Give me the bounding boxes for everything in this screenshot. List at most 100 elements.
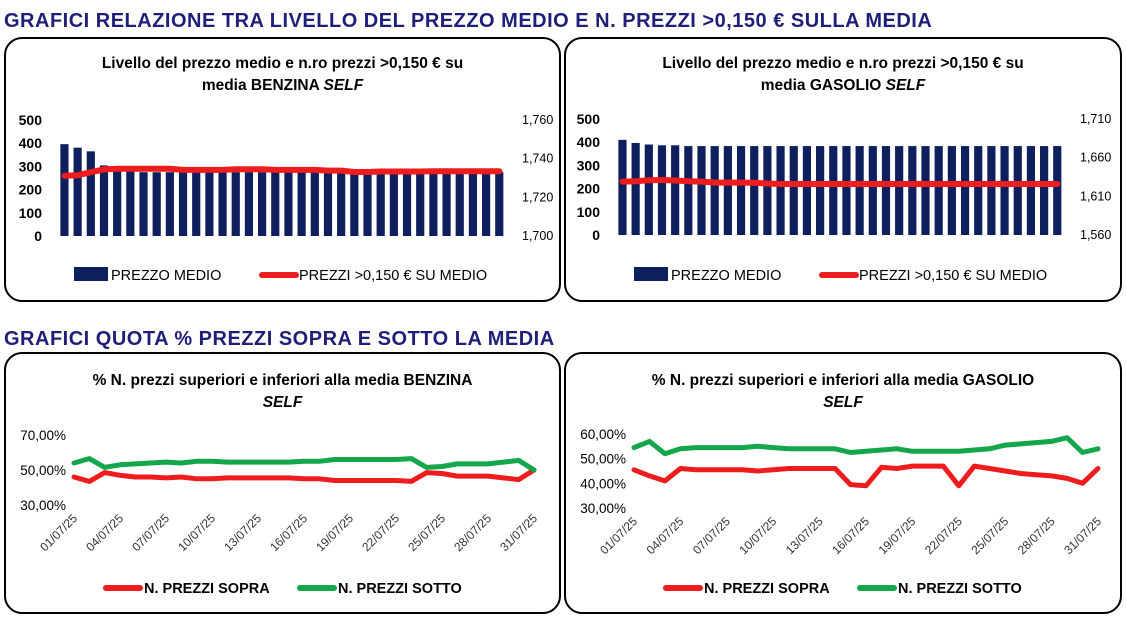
bar <box>99 165 109 236</box>
x-tick-label: 16/07/25 <box>829 514 872 557</box>
bar <box>789 146 798 235</box>
bar <box>284 172 293 236</box>
bar <box>495 172 504 236</box>
x-tick-label: 16/07/25 <box>267 511 310 554</box>
y-tick-label: 300 <box>19 158 43 174</box>
x-tick-label: 13/07/25 <box>221 511 264 554</box>
bar <box>842 146 851 235</box>
series-line-sopra <box>71 467 537 484</box>
y-tick-label: 200 <box>577 181 601 197</box>
bar <box>895 146 904 235</box>
bar <box>1013 146 1022 235</box>
bar <box>165 172 174 236</box>
legend-label-sopra: N. PREZZI SOPRA <box>144 581 270 597</box>
bar <box>881 146 891 235</box>
bar <box>297 172 306 236</box>
y-tick-label: 0 <box>34 228 42 244</box>
bar <box>868 146 877 235</box>
legend-swatch-prezzo-medio <box>634 267 668 281</box>
bar <box>429 172 438 236</box>
bar <box>258 172 267 236</box>
x-tick-label: 13/07/25 <box>783 514 826 557</box>
bar <box>974 146 983 235</box>
chart-title-line1: % N. prezzi superiori e inferiori alla m… <box>92 372 473 389</box>
y2-tick-label: 1,740 <box>522 152 553 166</box>
bar <box>684 146 693 235</box>
x-tick-label: 04/07/25 <box>83 511 126 554</box>
bar <box>60 144 69 236</box>
y-tick-label: 300 <box>577 157 601 173</box>
bar <box>816 146 825 235</box>
bar <box>482 172 491 236</box>
series-line-sopra <box>631 463 1101 489</box>
bar <box>126 170 135 236</box>
bar <box>231 172 240 236</box>
chart-title: Livello del prezzo medio e n.ro prezzi >… <box>6 53 559 97</box>
x-tick-label: 01/07/25 <box>37 511 80 554</box>
chart-title-italic: SELF <box>262 394 303 411</box>
bar <box>350 172 359 236</box>
bar <box>776 146 785 235</box>
bar <box>152 172 161 236</box>
chart-title-italic: SELF <box>885 77 926 94</box>
chart-title-line2: media BENZINA <box>201 77 324 94</box>
chart-title-line1: % N. prezzi superiori e inferiori alla m… <box>651 372 1035 389</box>
legend-label-sopra: N. PREZZI SOPRA <box>704 581 830 597</box>
series-line-prezzi-sopra-medio <box>61 165 503 179</box>
y-tick-label: 0 <box>592 227 600 243</box>
bar <box>244 172 254 236</box>
bar <box>960 146 970 235</box>
bar <box>1026 146 1036 235</box>
bar <box>323 172 333 236</box>
x-tick-label: 31/07/25 <box>1061 514 1104 557</box>
chart-title-italic: SELF <box>323 77 364 94</box>
bar <box>455 172 464 236</box>
x-tick-label: 22/07/25 <box>922 514 965 557</box>
bar <box>671 145 680 235</box>
chart-title-line1: Livello del prezzo medio e n.ro prezzi >… <box>101 55 464 72</box>
x-tick-label: 25/07/25 <box>405 511 448 554</box>
y-tick-label: 60,00% <box>580 427 626 442</box>
y-tick-label: 500 <box>19 112 43 128</box>
bar <box>829 146 838 235</box>
bar <box>750 146 759 235</box>
y-tick-label: 30,00% <box>20 498 66 513</box>
y2-tick-label: 1,660 <box>1080 151 1111 165</box>
x-tick-label: 07/07/25 <box>129 511 172 554</box>
y-tick-label: 30,00% <box>580 501 626 516</box>
legend-label-sotto: N. PREZZI SOTTO <box>898 581 1022 597</box>
chart-title-line2: media GASOLIO <box>760 77 886 94</box>
heading-bottom: GRAFICI QUOTA % PREZZI SOPRA E SOTTO LA … <box>4 328 555 350</box>
combo-chart-gasolio: 500 400 300 200 100 0 1,710 1,660 1,610 1,560 PREZ… <box>577 111 1112 284</box>
chart-panel-gasolio-level: Livello del prezzo medio e n.ro prezzi >… <box>564 37 1122 302</box>
line-chart-gasolio-share: 60,00% 50,00% 40,00% 30,00%01/07/25 04/07/25… <box>580 427 1104 597</box>
chart-title: % N. prezzi superiori e inferiori alla m… <box>566 370 1120 414</box>
x-tick-label: 07/07/25 <box>690 514 733 557</box>
y2-tick-label: 1,710 <box>1080 112 1111 126</box>
bar <box>416 172 425 236</box>
y-tick-label: 400 <box>19 135 43 151</box>
chart-panel-gasolio-share: % N. prezzi superiori e inferiori alla m… <box>564 352 1122 614</box>
bar <box>723 146 732 235</box>
x-tick-label: 10/07/25 <box>175 511 218 554</box>
chart-title: % N. prezzi superiori e inferiori alla m… <box>6 370 559 414</box>
bar <box>337 172 346 236</box>
series-line-sotto <box>71 456 537 473</box>
bar <box>855 146 864 235</box>
y-tick-label: 500 <box>577 111 601 127</box>
chart-panel-benzina-level: Livello del prezzo medio e n.ro prezzi >… <box>4 37 561 302</box>
bar <box>921 146 930 235</box>
bar <box>205 172 214 236</box>
x-tick-label: 25/07/25 <box>968 514 1011 557</box>
bar <box>1040 146 1049 235</box>
chart-title-italic: SELF <box>823 394 863 411</box>
x-tick-label: 19/07/25 <box>313 511 356 554</box>
bar <box>657 145 667 235</box>
y2-tick-label: 1,610 <box>1080 189 1111 203</box>
bar <box>934 146 943 235</box>
line-chart-benzina-share: 70,00% 50,00% 30,00%01/07/25 04/07/25 07/07/… <box>20 428 540 597</box>
legend-label-prezzi-sopra-medio: PREZZI >0,150 € SU MEDIO <box>859 268 1047 284</box>
bar <box>908 146 917 235</box>
y2-tick-label: 1,700 <box>522 229 553 243</box>
bar <box>468 172 478 236</box>
